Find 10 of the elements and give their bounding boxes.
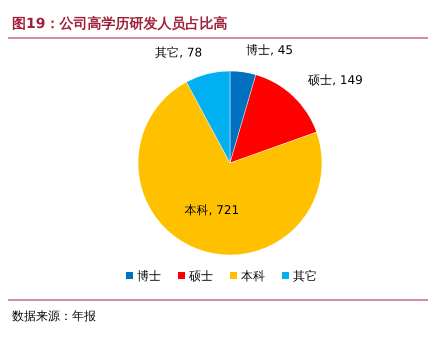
- legend-label: 其它: [293, 269, 317, 283]
- chart-title: 图19：公司高学历研发人员占比高: [12, 15, 228, 32]
- legend-label: 硕士: [188, 269, 213, 283]
- legend-label: 本科: [241, 269, 265, 283]
- legend-label: 博士: [137, 269, 161, 283]
- data-label: 其它, 78: [155, 45, 202, 60]
- data-label: 本科, 721: [184, 203, 240, 218]
- source-note: 数据来源：年报: [12, 309, 96, 323]
- data-label: 硕士, 149: [307, 73, 363, 88]
- data-label: 博士, 45: [246, 43, 294, 58]
